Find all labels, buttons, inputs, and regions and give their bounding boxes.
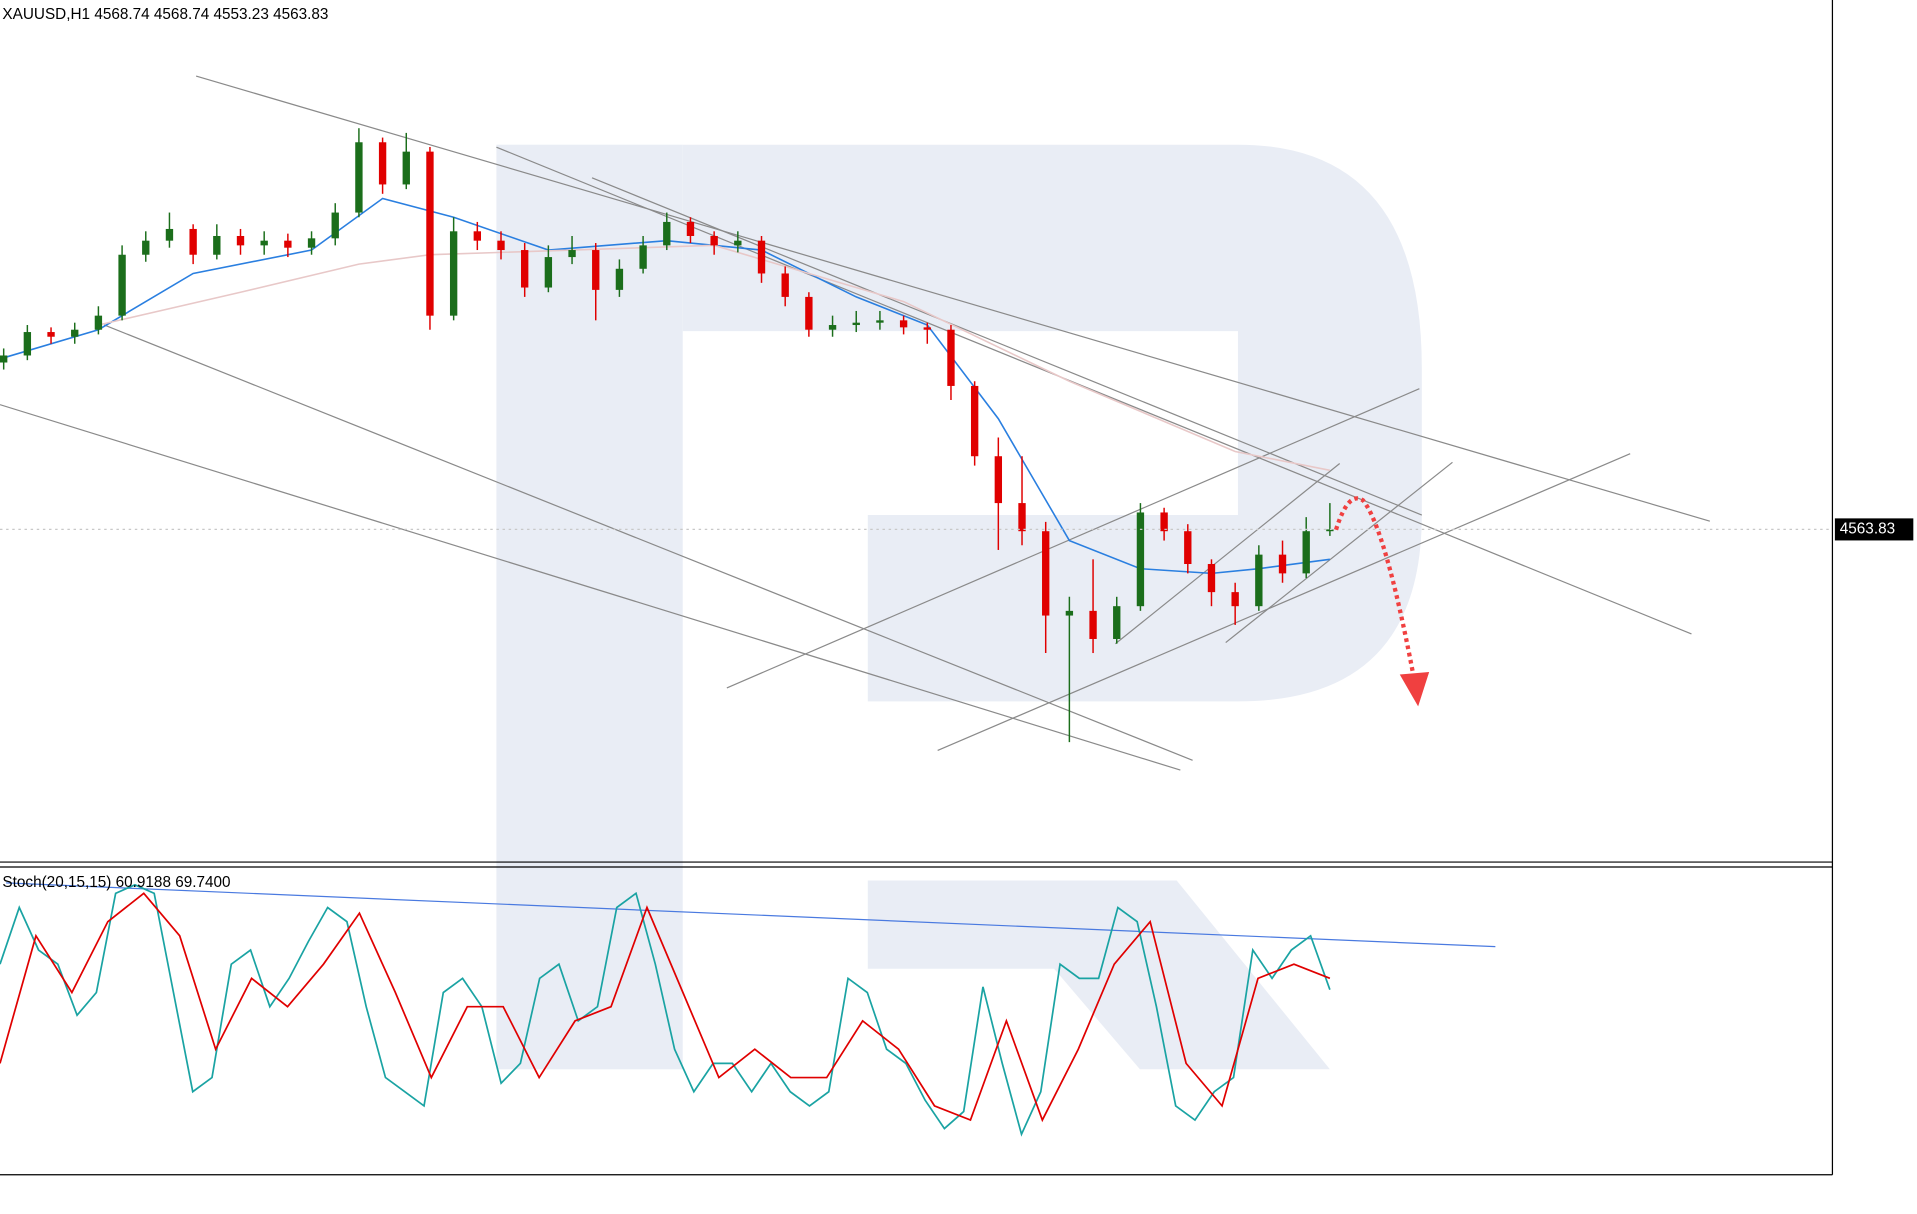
- plot: [0, 128, 1833, 1137]
- candle-body: [876, 320, 884, 323]
- candle-body: [544, 257, 553, 288]
- candle-body: [970, 385, 979, 457]
- candle-body: [521, 250, 529, 288]
- candle-body: [1255, 554, 1263, 607]
- candle-body: [1065, 610, 1074, 616]
- candle-body: [1278, 554, 1287, 574]
- candle-body: [165, 228, 174, 241]
- candle-body: [47, 332, 55, 337]
- candle-body: [663, 221, 671, 246]
- candle-body: [497, 240, 505, 251]
- candle-body: [118, 254, 126, 316]
- candle-body: [1207, 564, 1216, 593]
- last-price-label: 4563.83: [1840, 520, 1895, 537]
- candle-body: [71, 329, 79, 337]
- chart-title: XAUUSD,H1 4568.74 4568.74 4553.23 4563.8…: [2, 6, 328, 23]
- candle-body: [592, 250, 600, 290]
- candle-body: [899, 320, 908, 328]
- candle-body: [686, 221, 695, 236]
- candle-body: [1136, 512, 1145, 607]
- candle-body: [94, 315, 103, 330]
- candle-body: [1302, 531, 1310, 574]
- candle-body: [449, 231, 458, 316]
- candle-body: [473, 231, 482, 241]
- last-price-box: [1834, 518, 1914, 541]
- candle-body: [355, 142, 363, 213]
- axes: 4563.83: [1834, 518, 1914, 541]
- candle-body: [757, 240, 766, 274]
- candle-body: [1326, 529, 1334, 532]
- candle-body: [710, 235, 718, 246]
- forecast-arrow: [1333, 496, 1430, 707]
- candle-body: [23, 332, 32, 356]
- candle-body: [378, 142, 387, 185]
- candle-body: [1113, 606, 1121, 639]
- candle-body: [923, 327, 931, 330]
- candle-body: [947, 329, 955, 386]
- candle-body: [142, 240, 150, 255]
- candle-body: [0, 355, 8, 363]
- candle-body: [994, 456, 1003, 504]
- candle-body: [852, 322, 860, 326]
- candle-body: [1231, 592, 1239, 607]
- candle-body: [331, 212, 339, 239]
- candle-body: [189, 228, 197, 255]
- candle-body: [260, 240, 268, 246]
- candle-body: [213, 235, 221, 255]
- trendlines: [0, 75, 1711, 948]
- candle-body: [284, 240, 292, 248]
- candle-body: [402, 151, 410, 185]
- watermark: [496, 144, 1422, 1070]
- indicator-title: Stoch(20,15,15) 60.9188 69.7400: [2, 874, 230, 891]
- candle-body: [615, 268, 624, 290]
- candle-body: [1042, 531, 1050, 616]
- candle-body: [236, 235, 245, 246]
- candle-body: [828, 325, 837, 330]
- candle-body: [568, 250, 576, 258]
- candle-body: [1184, 531, 1192, 565]
- candle-body: [1018, 503, 1026, 532]
- stochastic-line: [0, 892, 1331, 1123]
- candle-body: [426, 151, 434, 316]
- stochastic-line: [0, 883, 1331, 1137]
- candle-body: [805, 296, 813, 330]
- candle-body: [639, 245, 647, 269]
- candle-body: [781, 273, 789, 297]
- candle-body: [307, 238, 316, 248]
- candle-body: [734, 240, 742, 246]
- candle-body: [1160, 512, 1168, 532]
- candle-body: [1089, 610, 1097, 639]
